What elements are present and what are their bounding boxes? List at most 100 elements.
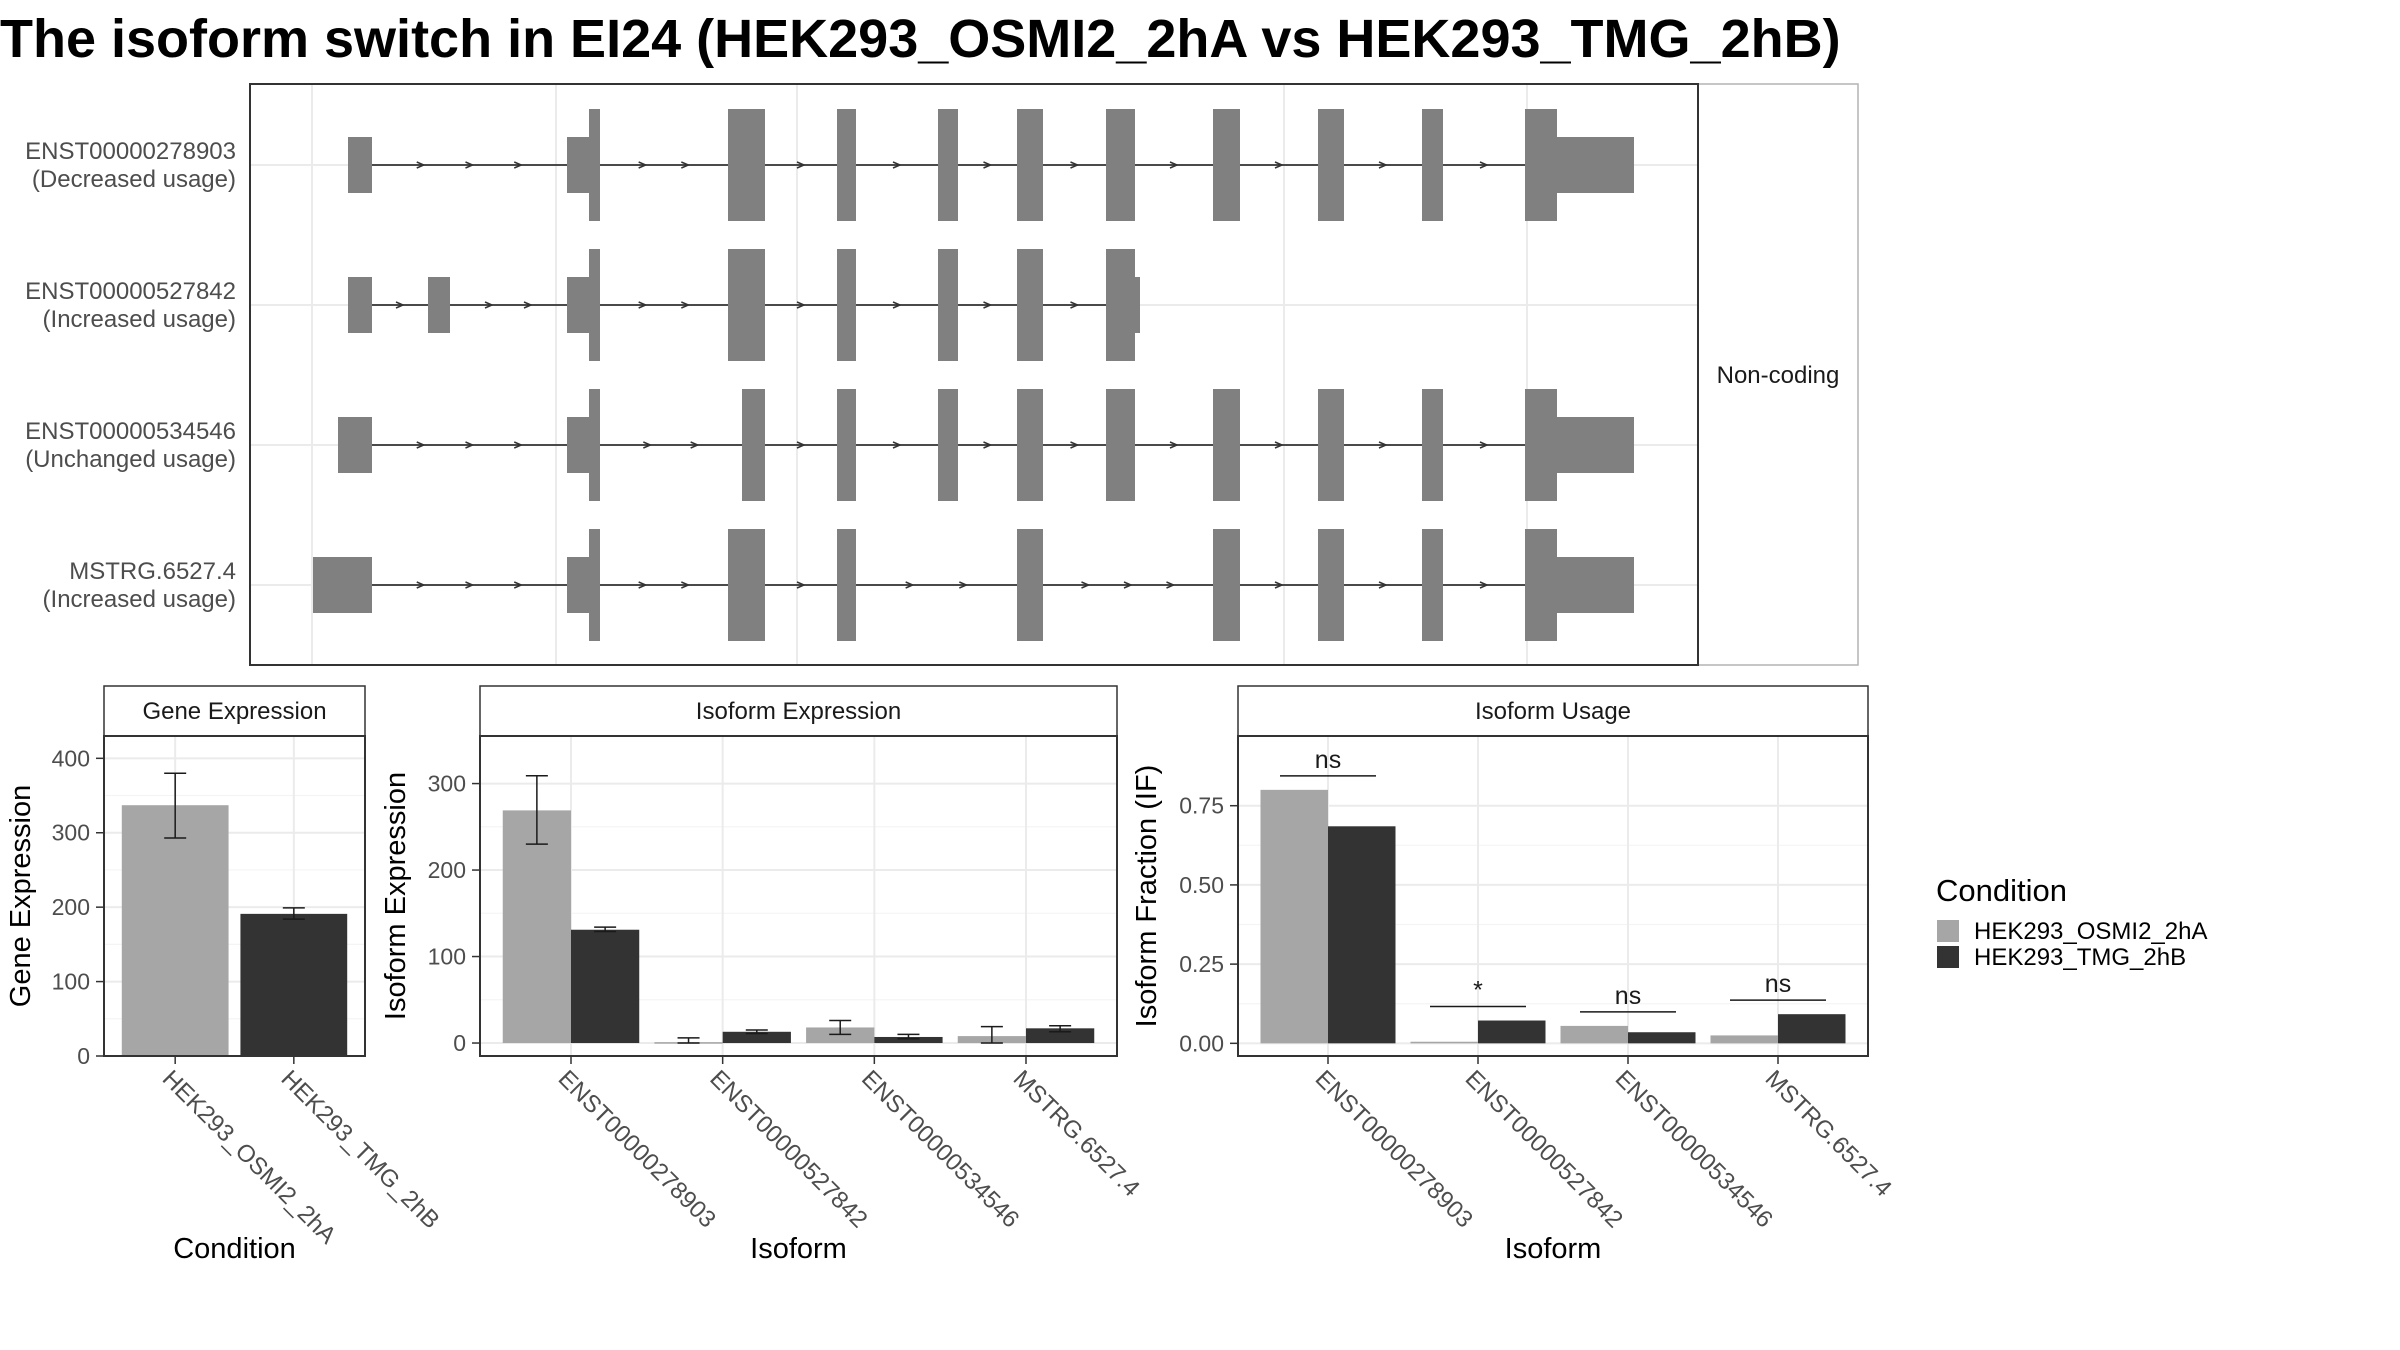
intron-arrow: [1274, 161, 1284, 169]
panel-strip: [1237, 685, 1869, 737]
intron-arrow: [1274, 441, 1284, 449]
exon-block: [589, 529, 600, 641]
intron-arrow: [395, 301, 405, 309]
structure-plot-border: [249, 83, 1699, 666]
structure-strip-label: Non-coding: [1717, 362, 1840, 389]
intron-arrow: [983, 161, 993, 169]
exon-block: [1318, 109, 1344, 221]
intron-arrow: [523, 301, 533, 309]
x-tick-label: ENST00000527842: [704, 1065, 872, 1233]
y-tick-label: 0: [453, 1030, 466, 1056]
significance-label: ns: [1315, 746, 1341, 774]
intron-arrow: [1378, 161, 1388, 169]
structure-plot-bg: [250, 84, 1698, 665]
intron-arrow: [465, 581, 475, 589]
intron-arrow: [681, 161, 691, 169]
transcript-usage-label: (Increased usage): [43, 306, 236, 333]
intron-arrow: [1479, 581, 1489, 589]
bar: [1710, 1035, 1778, 1044]
intron-arrow: [796, 161, 806, 169]
exon-block: [589, 249, 600, 361]
panel-strip: [103, 685, 366, 737]
intron-arrow: [796, 581, 806, 589]
intron-arrow: [513, 161, 524, 169]
x-tick-label: ENST00000278903: [1310, 1065, 1478, 1233]
exon-block: [938, 389, 958, 501]
panel-strip-label: Gene Expression: [142, 698, 326, 725]
intron-arrow: [1166, 581, 1176, 589]
intron-arrow: [983, 441, 993, 449]
bar: [1778, 1014, 1846, 1044]
exon-block: [742, 389, 765, 501]
intron-arrow: [892, 301, 902, 309]
utr-block: [567, 277, 589, 333]
y-axis-title: Gene Expression: [5, 785, 37, 1007]
utr-block: [1557, 557, 1634, 613]
transcript-id-label: ENST00000534546: [25, 418, 236, 445]
bar: [1628, 1032, 1696, 1044]
utr-block: [313, 557, 372, 613]
utr-block: [1557, 417, 1634, 473]
exon-block: [1525, 389, 1557, 501]
exon-block: [1213, 529, 1240, 641]
exon-block: [1213, 109, 1240, 221]
legend-item-label: HEK293_OSMI2_2hA: [1974, 918, 2207, 945]
exon-block: [589, 109, 600, 221]
bar: [1328, 826, 1396, 1044]
y-tick-label: 0: [77, 1043, 90, 1069]
panel-strip-label: Isoform Usage: [1475, 698, 1631, 725]
bar: [121, 805, 229, 1056]
bar: [722, 1031, 791, 1044]
intron-arrow: [1123, 581, 1133, 589]
x-tick-label: MSTRG.6527.4: [1008, 1065, 1145, 1202]
utr-block: [338, 417, 372, 473]
exon-block: [1106, 249, 1135, 361]
y-axis-title: Isoform Fraction (IF): [1131, 765, 1163, 1028]
utr-block: [567, 417, 589, 473]
intron-arrow: [484, 301, 494, 309]
exon-block: [589, 389, 600, 501]
y-tick-label: 100: [52, 969, 90, 995]
utr-block: [348, 137, 372, 193]
exon-block: [1213, 389, 1240, 501]
exon-block: [1525, 529, 1557, 641]
y-tick-label: 100: [428, 944, 466, 970]
exon-block: [837, 529, 856, 641]
exon-block: [1017, 249, 1043, 361]
transcript-structure-panel: Non-coding ENST00000278903(Decreased usag…: [25, 83, 1859, 666]
exon-block: [728, 249, 765, 361]
structure-strip: [1697, 83, 1859, 666]
intron-arrow: [638, 581, 648, 589]
exon-block: [1318, 389, 1344, 501]
intron-arrow: [1070, 301, 1080, 309]
isoform-usage-panel: Isoform Usage ns * ns ns 0.00 0.25 0.50 0.75 ENST…: [1131, 685, 1897, 1265]
intron-arrow: [983, 301, 993, 309]
exon-block: [1422, 529, 1443, 641]
intron-arrow: [905, 581, 915, 589]
intron-arrow: [1070, 441, 1080, 449]
intron-arrow: [1274, 581, 1284, 589]
exon-block: [837, 109, 856, 221]
intron-arrow: [513, 441, 524, 449]
exon-block: [1017, 389, 1043, 501]
x-tick-label: ENST00000534546: [1610, 1065, 1778, 1233]
x-axis-title: Condition: [173, 1233, 296, 1265]
bar: [874, 1036, 943, 1044]
intron-arrow: [690, 441, 700, 449]
bar: [571, 929, 640, 1044]
bar: [1026, 1028, 1095, 1044]
transcript-id-label: MSTRG.6527.4: [69, 558, 236, 585]
y-axis-title: Isoform Expression: [380, 772, 412, 1020]
intron-arrow: [681, 301, 691, 309]
bar: [1478, 1020, 1546, 1044]
intron-arrow: [1081, 581, 1091, 589]
intron-arrow: [1479, 441, 1489, 449]
intron-arrow: [892, 161, 902, 169]
utr-block: [428, 277, 450, 333]
panel-strip-label: Isoform Expression: [696, 698, 901, 725]
x-tick-label: ENST00000527842: [1460, 1065, 1628, 1233]
transcript-usage-label: (Decreased usage): [32, 166, 236, 193]
intron-arrow: [638, 161, 648, 169]
